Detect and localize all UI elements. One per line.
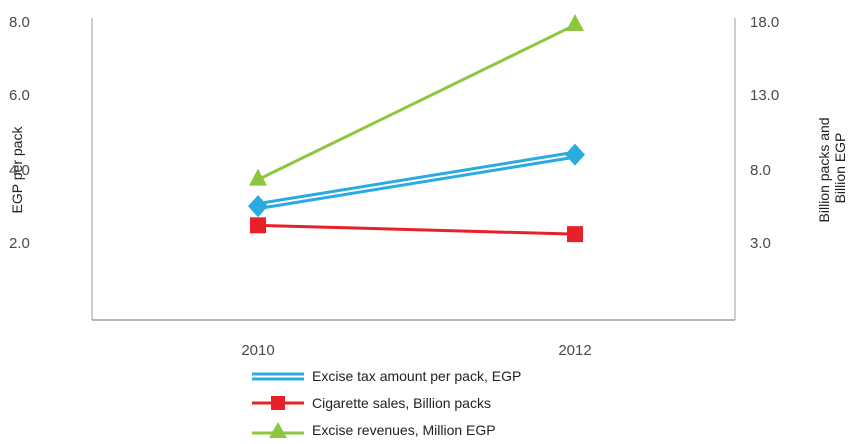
right-y-tick-label: 13.0	[750, 87, 779, 104]
legend-label: Cigarette sales, Billion packs	[312, 394, 491, 411]
left-y-tick-label: 8.0	[9, 14, 30, 31]
series-1	[250, 217, 583, 243]
svg-text:Billion packs and Billio: Billion packs and Billion EGP	[816, 114, 848, 223]
data-point	[566, 13, 584, 31]
right-y-tick-label: 3.0	[750, 235, 771, 252]
legend-label: Excise tax amount per pack, EGP	[312, 367, 522, 384]
right-y-tick-label: 8.0	[750, 162, 771, 179]
series-line	[257, 223, 576, 236]
right-y-axis-title-line: Billion EGP	[832, 133, 848, 204]
series-line	[257, 150, 576, 206]
data-point	[565, 143, 585, 166]
series-layer	[248, 13, 585, 243]
legend-swatch-excise-revenues	[252, 421, 304, 438]
legend-swatch-cigarette-sales	[252, 395, 304, 410]
right-y-axis-title-line: Billion packs and	[816, 117, 832, 222]
legend-item-excise-revenues: Excise revenues, Million EGP	[252, 416, 521, 443]
series-line	[257, 155, 576, 211]
series-2	[249, 13, 584, 186]
left-y-tick-label: 2.0	[9, 235, 30, 252]
legend-item-excise-tax: Excise tax amount per pack, EGP	[252, 362, 521, 389]
series-0	[248, 143, 585, 218]
legend-label: Excise revenues, Million EGP	[312, 421, 496, 438]
left-y-tick-label: 6.0	[9, 87, 30, 104]
axes	[91, 18, 736, 321]
legend-swatch-excise-tax	[252, 372, 304, 380]
right-y-ticks: 3.0 8.0 13.0 18.0	[750, 14, 779, 252]
x-ticks: 2010 2012	[241, 342, 591, 359]
left-y-ticks: 2.0 4.0 6.0 8.0	[9, 14, 30, 252]
data-point	[250, 217, 266, 234]
legend: Excise tax amount per pack, EGP Cigarett…	[252, 362, 521, 443]
data-point	[249, 168, 267, 186]
legend-item-cigarette-sales: Cigarette sales, Billion packs	[252, 389, 521, 416]
right-y-axis-title: Billion packs and Billion EGP	[816, 114, 848, 223]
x-tick-label: 2012	[558, 342, 591, 359]
data-point	[248, 195, 268, 218]
right-y-tick-label: 18.0	[750, 14, 779, 31]
series-line	[257, 23, 576, 181]
data-point	[567, 226, 583, 243]
x-tick-label: 2010	[241, 342, 274, 359]
left-y-tick-label: 4.0	[9, 162, 30, 179]
left-y-axis-title: EGP per pack	[9, 126, 25, 214]
